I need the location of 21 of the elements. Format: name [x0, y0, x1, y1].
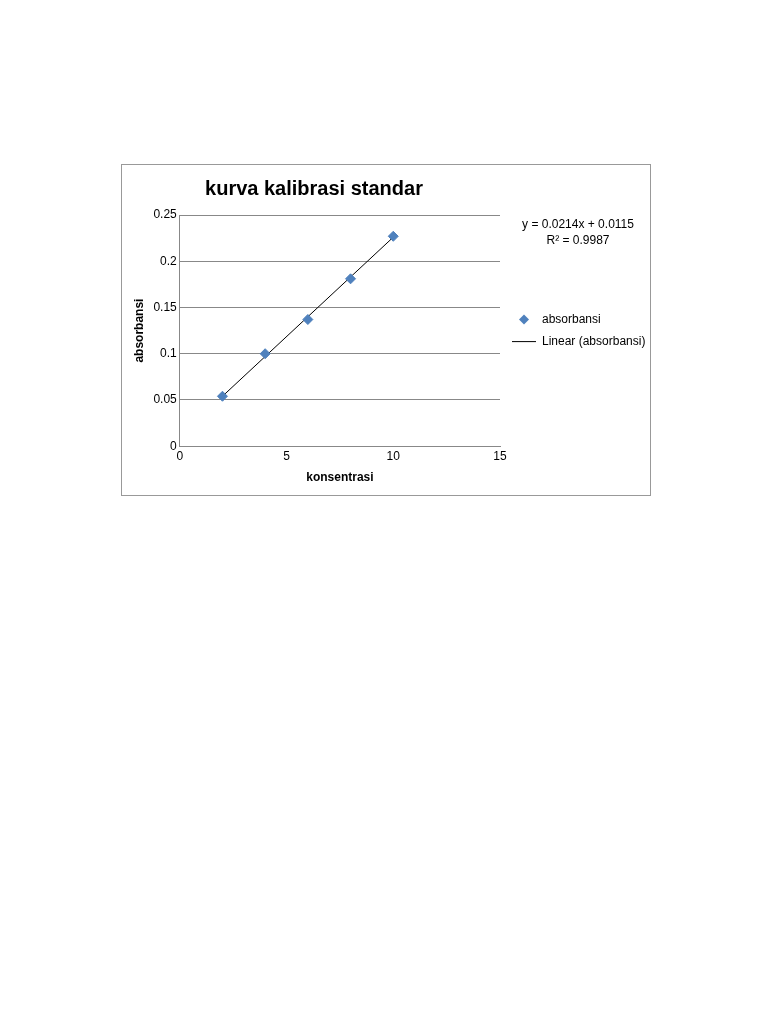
y-tick-label: 0.1 [160, 346, 178, 361]
point [387, 230, 399, 242]
y-tick-label: 0.2 [160, 253, 178, 268]
y-tick-label: 0.25 [153, 207, 178, 222]
x-tick-label: 15 [493, 448, 507, 463]
y-tick-label: 0.05 [153, 392, 178, 407]
point [345, 273, 357, 285]
legend-label: Linear (absorbansi) [542, 333, 646, 348]
chart-title: kurva kalibrasi standar [205, 176, 424, 199]
point [259, 348, 271, 360]
text: y = 0.0214x + 0.0115 [522, 217, 635, 232]
y-tick-label: 0 [170, 438, 178, 453]
text: R² = 0.9987 [546, 233, 610, 248]
y-tick-label: 0.15 [153, 299, 178, 314]
x-tick-label: 5 [283, 448, 291, 463]
x-tick-label: 10 [386, 448, 401, 463]
legend-label: absorbansi [542, 311, 601, 326]
point [302, 314, 314, 325]
y-axis-title: absorbansi [131, 298, 146, 363]
x-axis-title: konsentrasi [306, 470, 374, 485]
point [216, 390, 228, 402]
